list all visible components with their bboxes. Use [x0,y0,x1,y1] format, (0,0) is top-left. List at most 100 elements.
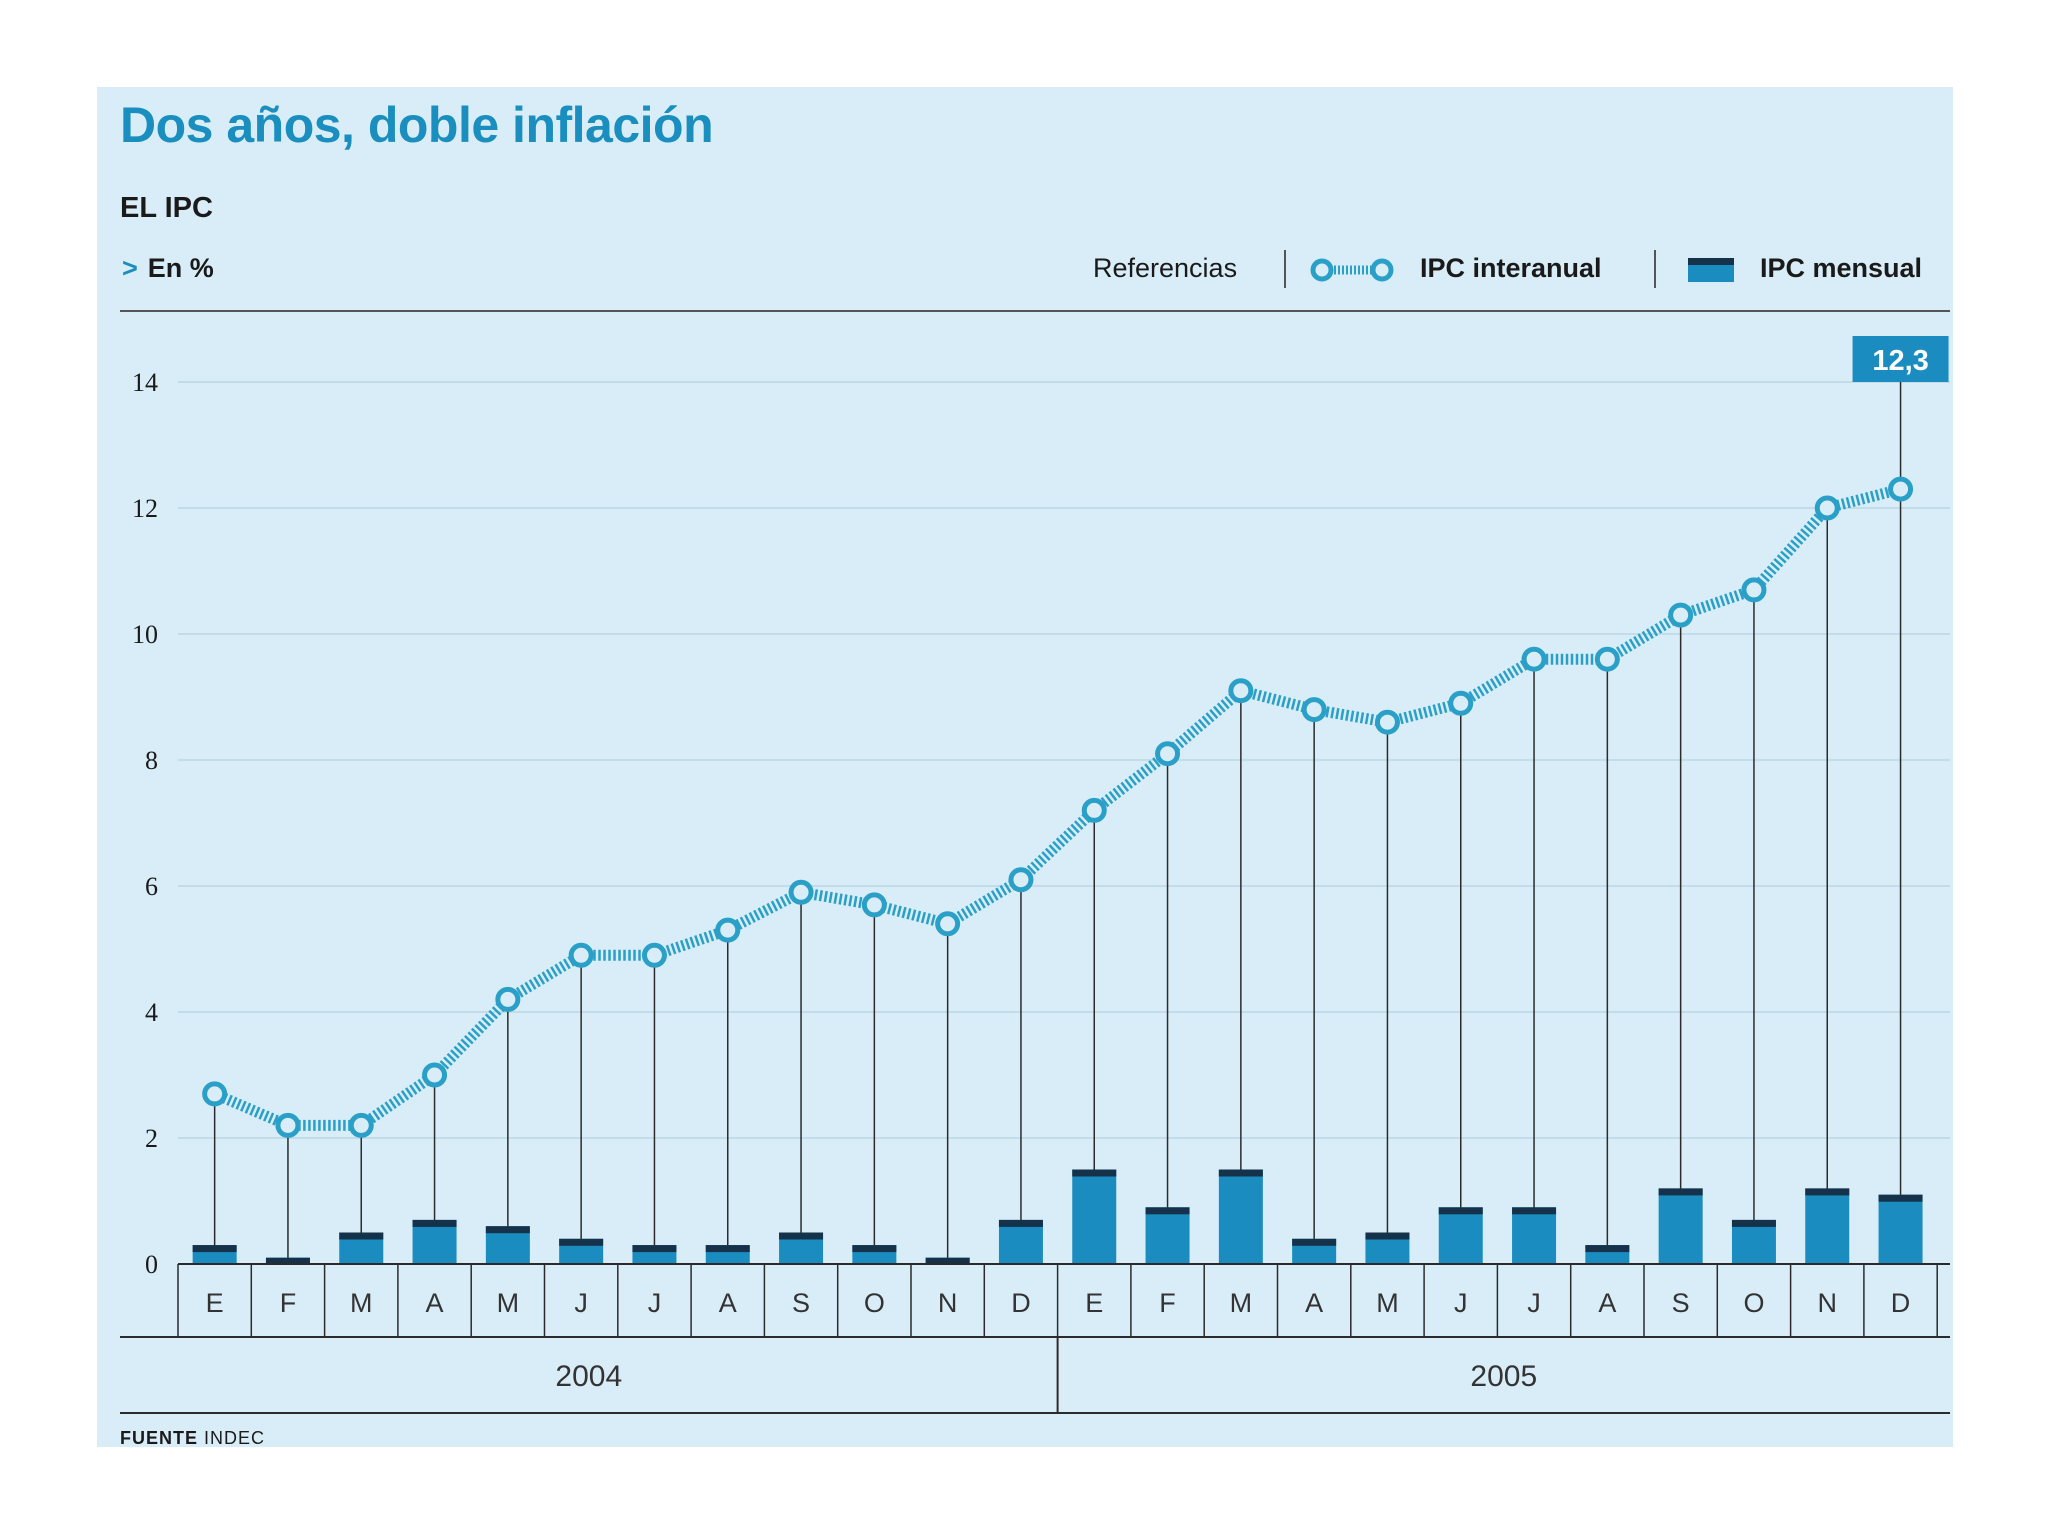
bar-mensual-top [1512,1207,1557,1215]
line-point [275,1112,301,1138]
bar-mensual-top [412,1219,457,1227]
bar-mensual-top [559,1238,604,1246]
line-point [1521,646,1547,672]
unit-label: > En % [122,253,214,284]
bar-mensual-top [1805,1188,1850,1196]
x-tick-label: S [1672,1288,1690,1318]
chevron-right-icon: > [122,253,138,283]
y-tick-label: 6 [145,872,158,901]
bar-mensual [1218,1169,1263,1264]
bar-mensual-top [1292,1238,1337,1246]
y-tick-label: 10 [132,620,158,649]
bar-mensual-top [1072,1169,1117,1177]
bar-mensual-top [852,1245,897,1253]
bar-mensual-top [1438,1207,1483,1215]
source-value: INDEC [204,1428,266,1448]
line-point [1741,577,1767,603]
y-tick-label: 0 [145,1250,158,1279]
line-point [1888,476,1914,502]
bar-mensual-top [1585,1245,1630,1253]
x-tick-label: M [1230,1288,1253,1318]
year-label: 2004 [555,1360,622,1393]
x-tick-label: M [497,1288,520,1318]
x-tick-label: D [1011,1288,1031,1318]
line-point [568,942,594,968]
line-point [1081,797,1107,823]
line-point [861,892,887,918]
bar-mensual-top [1365,1232,1410,1240]
bar-mensual-top [925,1257,970,1264]
x-tick-label: A [1598,1288,1616,1318]
bar-mensual [1512,1207,1557,1264]
bar-mensual-top [1145,1207,1190,1215]
bar-mensual-top [1731,1219,1776,1227]
y-tick-label: 8 [145,746,158,775]
source-note: FUENTE INDEC [120,1428,265,1449]
bar-mensual [1658,1188,1703,1264]
bar-mensual [1145,1207,1190,1264]
x-tick-label: E [206,1288,224,1318]
line-point [715,917,741,943]
bar-mensual-top [485,1226,530,1234]
legend-label-mensual: IPC mensual [1760,253,1923,283]
line-point [641,942,667,968]
bar-mensual [1731,1219,1776,1264]
bar-mensual-top [632,1245,677,1253]
bar-mensual [998,1219,1043,1264]
bar-mensual [412,1219,457,1264]
bar-mensual [1805,1188,1850,1264]
bar-mensual-top [1218,1169,1263,1177]
x-tick-label: A [719,1288,737,1318]
x-tick-label: J [1454,1288,1468,1318]
legend-label-interanual: IPC interanual [1420,253,1602,283]
legend-bar-swatch-top [1688,258,1734,265]
line-point [1594,646,1620,672]
x-tick-label: O [1743,1288,1764,1318]
line-point [1155,741,1181,767]
x-tick-label: D [1891,1288,1911,1318]
line-point [202,1081,228,1107]
x-tick-label: N [938,1288,958,1318]
bar-mensual [1878,1194,1923,1264]
x-tick-label: E [1085,1288,1103,1318]
x-tick-label: N [1818,1288,1838,1318]
bar-mensual-top [998,1219,1043,1227]
bar-mensual-top [339,1232,384,1240]
line-point [1228,678,1254,704]
x-tick-label: J [574,1288,588,1318]
y-tick-label: 14 [132,368,158,397]
bar-mensual [1072,1169,1117,1264]
line-point [422,1062,448,1088]
line-point [1301,697,1327,723]
chart-title: Dos años, doble inflación [120,97,714,153]
line-point [495,986,521,1012]
bar-mensual-top [192,1245,237,1253]
callout-label: 12,3 [1872,345,1928,377]
line-point [1448,690,1474,716]
bar-mensual [1438,1207,1483,1264]
x-tick-label: M [1376,1288,1399,1318]
source-label: FUENTE [120,1428,198,1448]
callout-box [1852,336,1949,382]
line-point [788,879,814,905]
y-tick-label: 4 [145,998,158,1027]
line-point [348,1112,374,1138]
line-point [1374,709,1400,735]
x-tick-label: J [1527,1288,1541,1318]
x-tick-label: J [648,1288,662,1318]
bar-mensual-top [779,1232,824,1240]
x-tick-label: A [426,1288,444,1318]
series-line-interanual [212,483,1902,1131]
bar-mensual-top [1878,1194,1923,1202]
legend-marker-icon [1370,258,1394,282]
year-label: 2005 [1470,1360,1537,1393]
chart-subtitle: EL IPC [120,192,213,224]
x-tick-label: A [1305,1288,1323,1318]
bar-mensual-top [705,1245,750,1253]
x-tick-label: F [1159,1288,1176,1318]
legend-marker-icon [1310,258,1334,282]
unit-text: En % [147,253,214,283]
x-tick-label: S [792,1288,810,1318]
line-point [1814,495,1840,521]
